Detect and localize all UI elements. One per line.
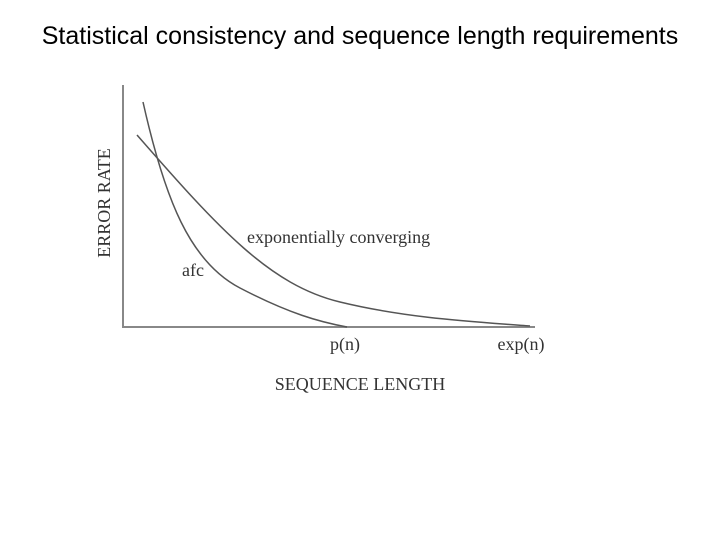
curve-label: afc xyxy=(182,260,204,280)
slide-title: Statistical consistency and sequence len… xyxy=(41,22,679,50)
y-axis-label: ERROR RATE xyxy=(94,148,114,258)
x-axis-label: SEQUENCE LENGTH xyxy=(275,374,445,394)
x-marker-label: p(n) xyxy=(330,334,360,355)
x-marker-label: exp(n) xyxy=(498,334,545,355)
exponential-curve xyxy=(136,134,531,327)
afc-curve xyxy=(142,101,348,328)
curve-label: exponentially converging xyxy=(247,227,430,247)
